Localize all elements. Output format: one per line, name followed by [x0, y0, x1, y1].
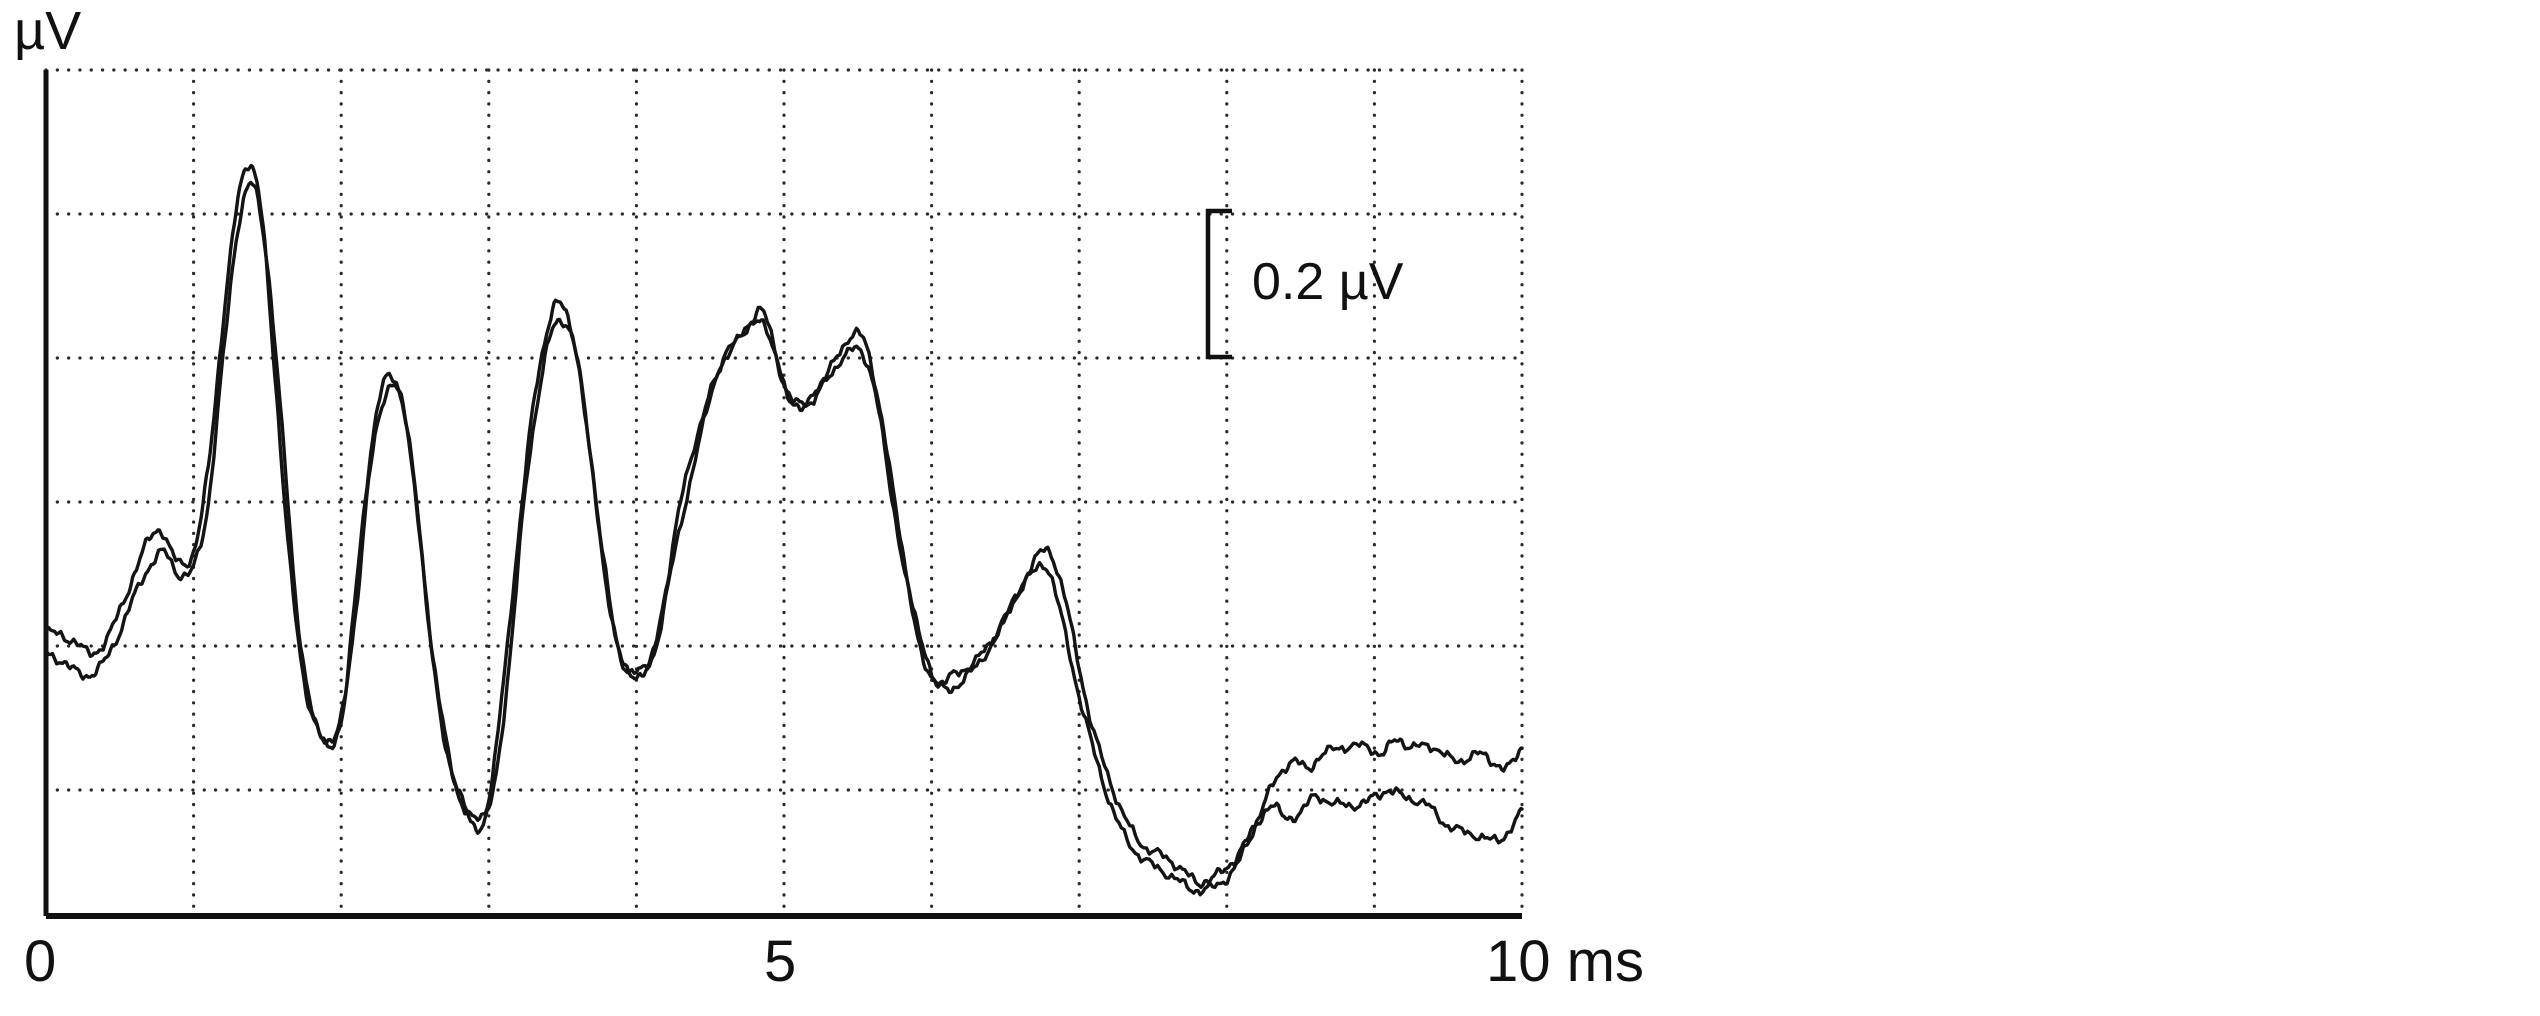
scale-bar-bracket-icon: [1205, 208, 1232, 360]
x-tick-5ms: 5: [764, 929, 797, 994]
waveform-trace-2: [44, 180, 1524, 897]
y-axis-unit-label: µV: [14, 1, 82, 61]
x-tick-0ms: 0: [24, 929, 57, 994]
x-tick-10ms: 10 ms: [1486, 929, 1644, 994]
scale-bar-label: 0.2 µV: [1252, 253, 1404, 311]
dotted-gridlines: [44, 68, 1524, 918]
amplitude-scale-bar: 0.2 µV: [1200, 208, 1403, 360]
